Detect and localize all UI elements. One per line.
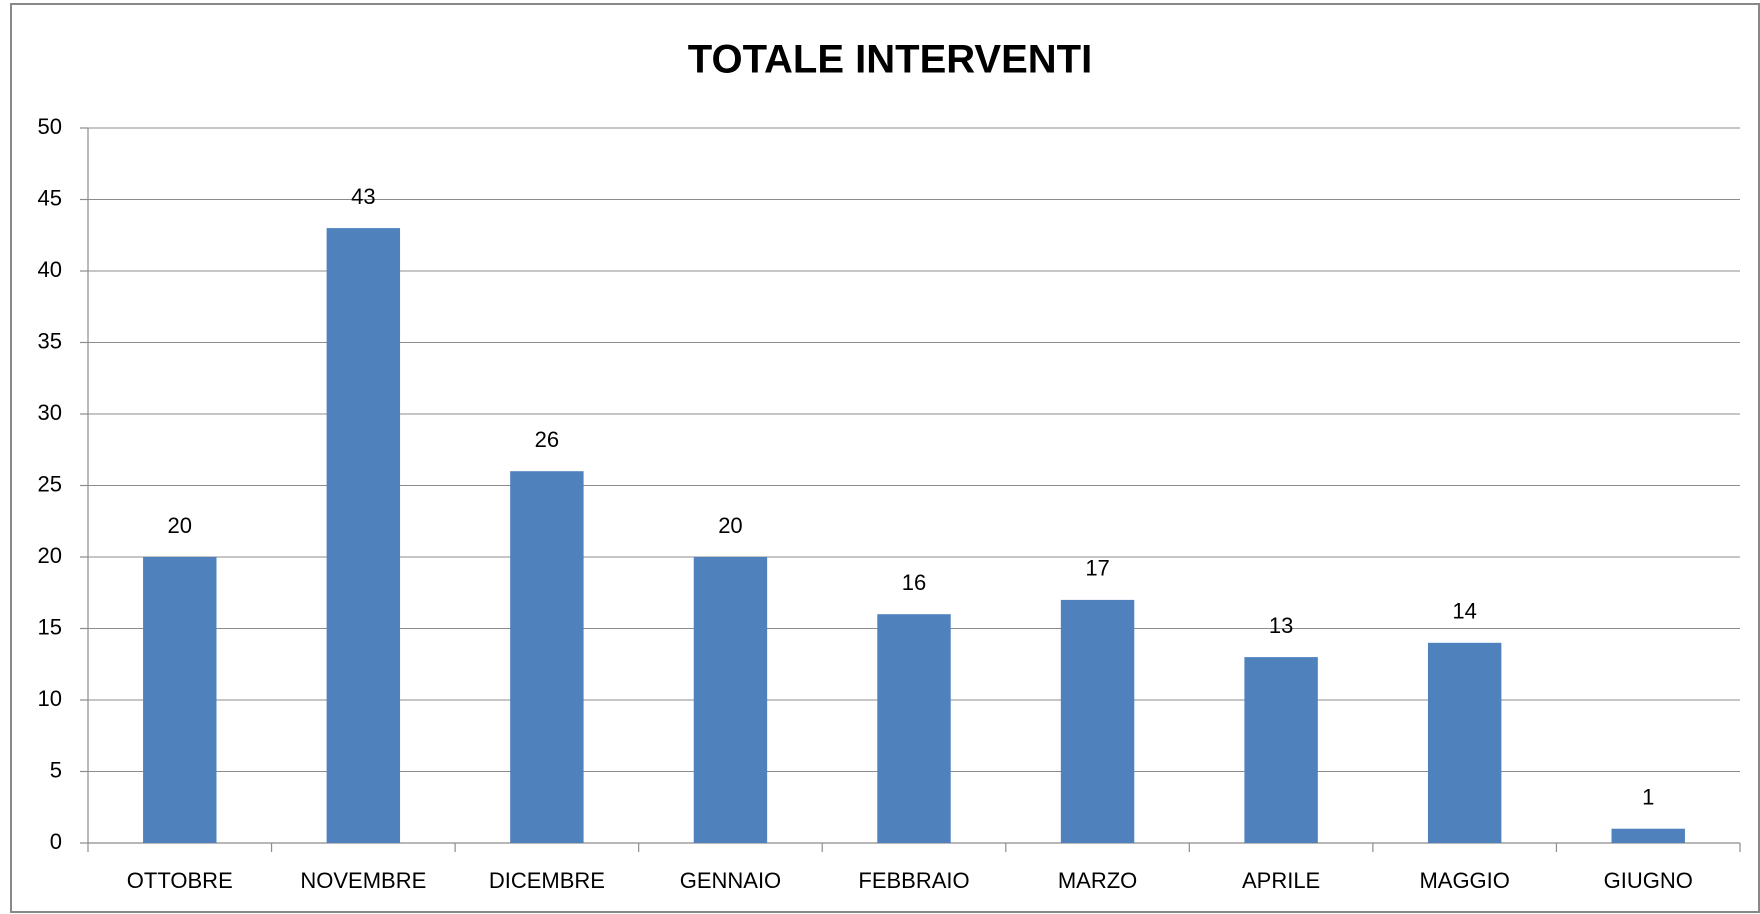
y-tick-label: 10 <box>38 686 62 711</box>
x-tick-label: NOVEMBRE <box>300 868 426 893</box>
bar <box>1611 828 1685 843</box>
x-tick-label: APRILE <box>1242 868 1320 893</box>
y-tick-label: 25 <box>38 471 62 496</box>
x-tick-label: GENNAIO <box>680 868 781 893</box>
y-tick-label: 5 <box>50 757 62 782</box>
bar <box>1244 657 1318 843</box>
x-tick-label: OTTOBRE <box>127 868 233 893</box>
data-label: 13 <box>1269 613 1293 638</box>
x-tick-label: MAGGIO <box>1419 868 1509 893</box>
data-label: 17 <box>1085 556 1109 581</box>
bar <box>1427 642 1502 843</box>
y-tick-label: 15 <box>38 614 62 639</box>
data-label: 20 <box>718 513 742 538</box>
data-label: 26 <box>535 427 559 452</box>
x-tick-label: MARZO <box>1058 868 1137 893</box>
data-label: 14 <box>1452 599 1476 624</box>
y-tick-label: 40 <box>38 257 62 282</box>
x-tick-label: DICEMBRE <box>489 868 605 893</box>
bar <box>510 471 584 843</box>
data-label: 1 <box>1642 785 1654 810</box>
data-label: 16 <box>902 570 926 595</box>
y-tick-label: 35 <box>38 328 62 353</box>
x-tick-label: FEBBRAIO <box>858 868 969 893</box>
bar <box>693 557 768 843</box>
y-tick-label: 20 <box>38 543 62 568</box>
bar <box>143 557 217 843</box>
y-tick-label: 45 <box>38 185 62 210</box>
x-tick-label: GIUGNO <box>1604 868 1693 893</box>
y-tick-label: 50 <box>38 114 62 139</box>
data-label: 43 <box>351 184 375 209</box>
bar <box>877 614 951 843</box>
bar <box>326 228 401 844</box>
chart-title: TOTALE INTERVENTI <box>688 38 1092 82</box>
data-label: 20 <box>168 513 192 538</box>
y-tick-label: 30 <box>38 400 62 425</box>
y-tick-label: 0 <box>50 829 62 854</box>
bar <box>1060 599 1135 843</box>
